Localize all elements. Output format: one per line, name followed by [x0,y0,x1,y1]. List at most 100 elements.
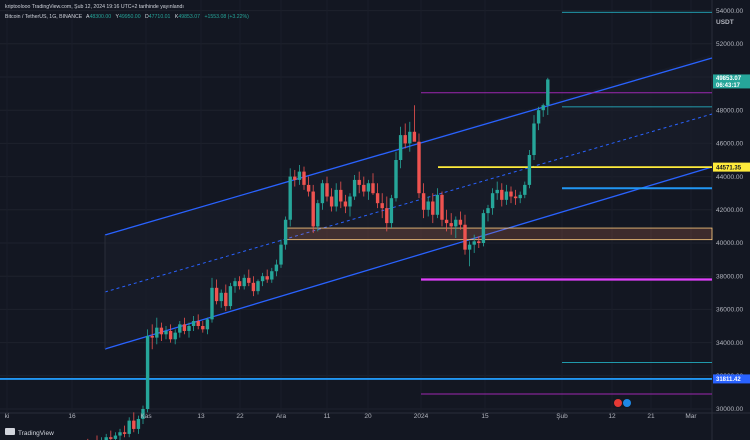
candle [182,317,187,335]
candle [237,276,242,290]
currency-label[interactable]: USDT [716,19,734,26]
candle-body [283,219,288,245]
x-tick-label: 11 [324,413,331,420]
logo-text: TradingView [18,430,54,437]
candle [329,188,334,212]
countdown-text: 06:43:17 [716,83,741,89]
candle [196,314,200,330]
candle-body [417,141,421,194]
candle-body [306,184,311,192]
tradingview-logo[interactable]: TradingView [5,428,54,437]
candle-body [495,189,499,194]
support-zone [284,227,713,241]
event-flag-icon[interactable] [623,399,631,407]
candle-body [509,191,513,197]
x-tick-label: Ara [276,413,287,420]
x-tick-label: 12 [608,413,616,420]
candle [481,209,486,247]
x-tick-label: 2024 [414,413,429,420]
candle [122,425,127,438]
candle-body [513,196,518,199]
candle [421,183,426,219]
candle-body [486,208,490,214]
x-tick-label: 16 [68,413,76,420]
candle-body [256,281,260,292]
candle [159,322,164,341]
candle [426,196,430,217]
candle-body [467,244,472,250]
open-value: 48300.00 [89,14,111,20]
candle [467,241,472,267]
candle-body [454,219,458,227]
yellow-level-badge [713,162,750,172]
candle [320,179,325,210]
blue-level-text: 31811.42 [716,377,741,383]
candles-layer [87,77,550,440]
candle-body [214,287,219,302]
candle-body [164,330,168,335]
change-value: +1553.08 (+3.22%) [204,14,249,20]
x-tick-label: Kas [140,413,152,420]
candle-body [366,183,371,192]
candle-body [348,196,352,207]
candle [541,103,545,117]
candle [325,176,329,202]
candle-body [481,213,486,243]
candle [251,276,256,297]
channel-lower-line [104,166,713,350]
candle [302,166,306,190]
candle-body [168,330,173,340]
candle-body [477,241,481,243]
candle-body [403,135,407,144]
candle-body [159,327,164,335]
candle-body [132,420,136,429]
symbol-line[interactable]: Bitcoin / TetherUS, 1G, BINANCE [5,14,83,20]
candle-body [371,183,375,194]
candle-body [398,135,403,160]
candle-body [389,198,394,224]
candle [283,216,288,250]
y-tick-label: 54000.00 [716,8,743,15]
candle-body [228,286,233,307]
candle-body [325,183,329,197]
time-axis[interactable]: ki 16 Kas 13 22 Ara 11 20 2024 15 Şub 12 21 Mar [5,413,698,420]
candle [362,176,366,197]
candle-body [270,271,274,280]
candle-body [265,276,269,280]
x-tick-label: 20 [364,413,372,420]
candle [348,193,352,217]
candle-body [375,193,380,204]
candle-body [205,319,210,330]
x-tick-label: 22 [236,413,244,420]
x-tick-label: Şub [556,413,568,420]
candle-body [297,171,302,180]
candle [316,199,320,232]
candle [403,123,407,149]
candle-body [201,326,205,330]
event-flag-icon[interactable] [614,399,622,407]
y-tick-label: 36000.00 [716,307,743,314]
candle [260,272,265,287]
candle [101,437,102,440]
y-tick-label: 40000.00 [716,240,743,247]
candle-body [435,194,440,215]
candle [155,317,159,345]
candle [389,194,394,229]
event-flags[interactable] [614,399,631,407]
x-tick-label: ki [5,413,10,420]
candle-body [288,176,292,220]
candle [408,121,412,152]
candle [173,329,177,345]
x-tick-label: Mar [685,413,697,420]
candle [109,430,113,440]
candle-body [104,437,108,440]
yellow-level-text: 44571.35 [716,165,742,171]
high-value: 49950.00 [119,14,141,20]
candle-body [444,219,449,224]
candle-body [293,176,297,180]
candle [270,267,274,283]
low-label: D [145,14,149,20]
candle [242,274,246,290]
